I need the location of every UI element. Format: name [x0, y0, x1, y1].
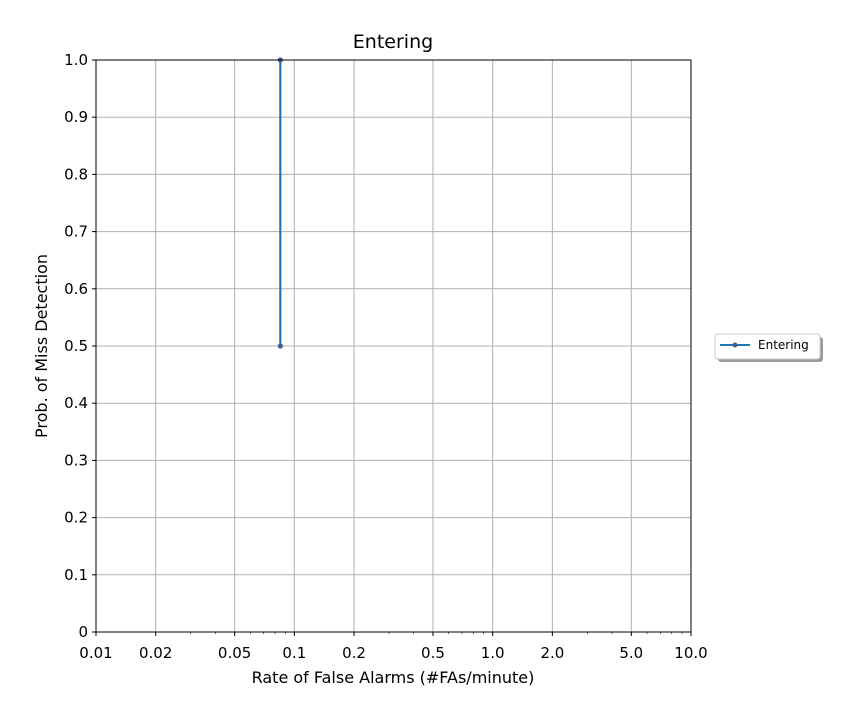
grid	[95, 59, 692, 633]
y-tick-label: 0.8	[64, 165, 88, 183]
legend-box	[714, 333, 821, 360]
y-tick-label: 0.1	[64, 566, 88, 584]
y-tick-label: 0.6	[64, 280, 88, 298]
legend-label-entering: Entering	[758, 338, 809, 352]
legend-marker	[732, 342, 738, 348]
y-tick-label: 0	[78, 623, 88, 641]
data-point	[277, 343, 283, 349]
chart-title: Entering	[353, 31, 433, 53]
x-tick-label: 2.0	[540, 644, 564, 662]
axis-ticks: 0.01 0.02 0.05 0.1 0.2 0.5 1.0 2.0 5.0 10.0 0 0.1 0.…	[64, 51, 708, 662]
y-tick-label: 0.7	[64, 223, 88, 241]
y-axis-label: Prob. of Miss Detection	[32, 254, 51, 438]
y-tick-label: 0.5	[64, 337, 88, 355]
y-tick-label: 0.4	[64, 394, 88, 412]
x-tick-label: 0.01	[79, 644, 112, 662]
x-tick-label: 0.2	[342, 644, 366, 662]
series-layer	[277, 57, 283, 349]
plot-frame	[95, 59, 692, 633]
y-tick-label: 0.2	[64, 509, 88, 527]
x-tick-label: 0.1	[282, 644, 306, 662]
x-tick-label: 5.0	[619, 644, 643, 662]
legend: Entering	[714, 333, 823, 362]
y-tick-label: 0.9	[64, 108, 88, 126]
x-tick-label: 0.02	[139, 644, 172, 662]
x-tick-label: 0.05	[218, 644, 251, 662]
x-tick-label: 1.0	[481, 644, 505, 662]
x-tick-label: 0.5	[421, 644, 445, 662]
y-tick-label: 1.0	[64, 51, 88, 69]
y-tick-label: 0.3	[64, 451, 88, 469]
x-tick-label: 10.0	[674, 644, 707, 662]
x-axis-label: Rate of False Alarms (#FAs/minute)	[252, 668, 535, 687]
